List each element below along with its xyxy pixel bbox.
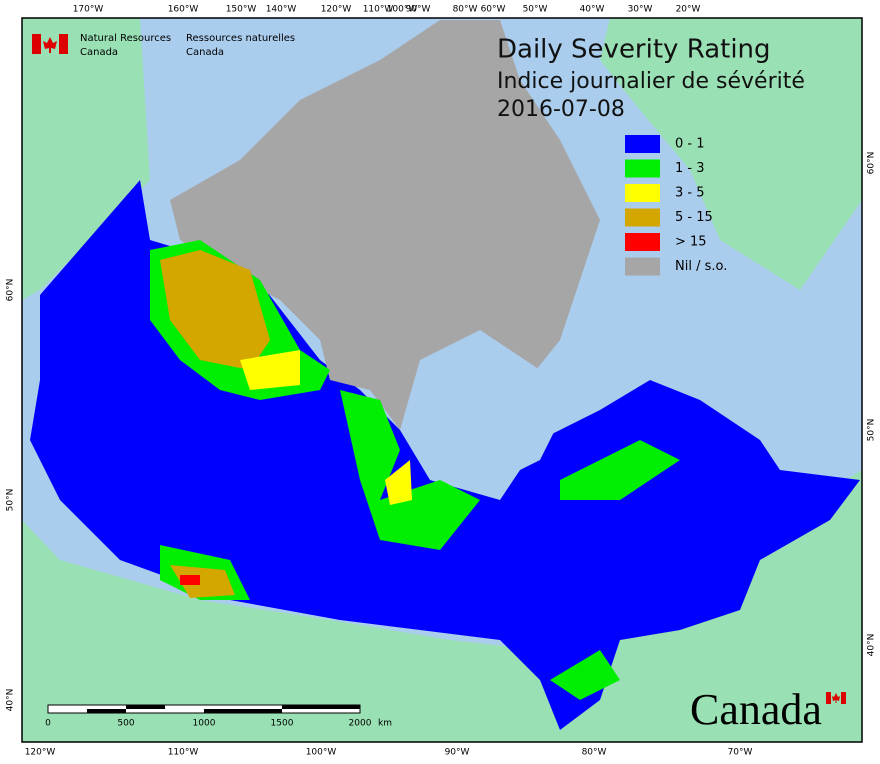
rating-1-3-south-ontario xyxy=(550,650,620,700)
wordmark: Canada xyxy=(690,685,822,734)
scale-label: 500 xyxy=(117,719,134,729)
logo-text-fr: Ressources naturelles xyxy=(186,33,295,44)
flag-leaf xyxy=(832,693,840,703)
map-frame xyxy=(21,17,863,743)
scale-label: 1500 xyxy=(271,719,294,729)
legend-swatch xyxy=(625,208,660,227)
logo-text-fr: Canada xyxy=(186,47,224,58)
graticule-label-right: 40°N xyxy=(867,634,877,657)
graticule-label-left: 40°N xyxy=(6,689,16,712)
rating-3-5-ontario xyxy=(385,460,412,505)
legend-swatch xyxy=(625,159,660,178)
rating-over-15 xyxy=(180,575,200,585)
graticule-label-top: 20°W xyxy=(676,5,701,15)
rating-3-5-nwt xyxy=(240,350,300,390)
graticule-label-top: 50°W xyxy=(523,5,548,15)
graticule-label-left: 60°N xyxy=(6,279,16,302)
map xyxy=(21,17,863,743)
flag-bar xyxy=(32,34,41,54)
scale-label: 1000 xyxy=(193,719,216,729)
legend-label: 1 - 3 xyxy=(675,161,705,176)
graticule-label-top: 80°W xyxy=(453,5,478,15)
scale-bar xyxy=(47,704,361,714)
logo-text-en: Natural Resources xyxy=(80,33,171,44)
scale-segment xyxy=(126,705,165,709)
title-line: Daily Severity Rating xyxy=(497,35,771,65)
scale-segment xyxy=(204,709,282,713)
rating-1-3-quebec xyxy=(560,440,680,500)
graticule-label-bottom: 110°W xyxy=(168,748,199,758)
title-line: 2016-07-08 xyxy=(497,97,625,122)
wordmark-flag xyxy=(826,692,846,704)
legend-swatch xyxy=(625,257,660,276)
scale-unit: km xyxy=(378,719,392,729)
graticule-label-bottom: 80°W xyxy=(582,748,607,758)
united-states xyxy=(22,470,862,742)
flag-bar xyxy=(826,692,831,704)
legend-label: 3 - 5 xyxy=(675,186,705,201)
scale-label: 0 xyxy=(45,719,51,729)
title-line: Indice journalier de sévérité xyxy=(497,69,805,94)
graticule-label-top: 150°W xyxy=(226,5,257,15)
flag-leaf xyxy=(43,37,57,53)
graticule-label-top: 60°W xyxy=(481,5,506,15)
graticule-label-top: 160°W xyxy=(168,5,199,15)
graticule-label-left: 50°N xyxy=(6,489,16,512)
graticule-label-bottom: 90°W xyxy=(445,748,470,758)
scale-segment xyxy=(282,705,360,709)
legend-swatch xyxy=(625,233,660,251)
graticule-label-bottom: 120°W xyxy=(25,748,56,758)
graticule-label-bottom: 70°W xyxy=(728,748,753,758)
legend-label: Nil / s.o. xyxy=(675,259,727,274)
alaska xyxy=(22,18,150,300)
graticule-label-top: 90°W xyxy=(406,5,431,15)
graticule-label-top: 110°W xyxy=(363,5,394,15)
hudson-bay xyxy=(400,330,560,480)
logo-text-en: Canada xyxy=(80,47,118,58)
graticule-label-top: 120°W xyxy=(321,5,352,15)
flag-bar xyxy=(841,692,846,704)
legend-swatch xyxy=(625,184,660,202)
rating-1-3-hudson xyxy=(340,390,480,550)
legend-label: > 15 xyxy=(675,235,707,250)
rating-5-15-bc xyxy=(170,565,235,598)
flag-bar xyxy=(59,34,68,54)
legend-label: 5 - 15 xyxy=(675,210,713,225)
legend-label: 0 - 1 xyxy=(675,137,705,152)
greenland xyxy=(600,18,862,290)
graticule-label-right: 60°N xyxy=(867,152,877,175)
graticule-label-right: 50°N xyxy=(867,419,877,442)
graticule-label-top: 30°W xyxy=(628,5,653,15)
graticule-label-top: 40°W xyxy=(580,5,605,15)
legend-swatch xyxy=(625,135,660,153)
rating-5-15-nwt xyxy=(160,250,270,370)
graticule-label-bottom: 100°W xyxy=(306,748,337,758)
scale-segment xyxy=(87,709,126,713)
logo xyxy=(32,34,68,54)
graticule-label-top: 140°W xyxy=(266,5,297,15)
scale-label: 2000 xyxy=(349,719,372,729)
graticule-label-top: 170°W xyxy=(73,5,104,15)
graticule-label-top: 100°W xyxy=(387,5,418,15)
